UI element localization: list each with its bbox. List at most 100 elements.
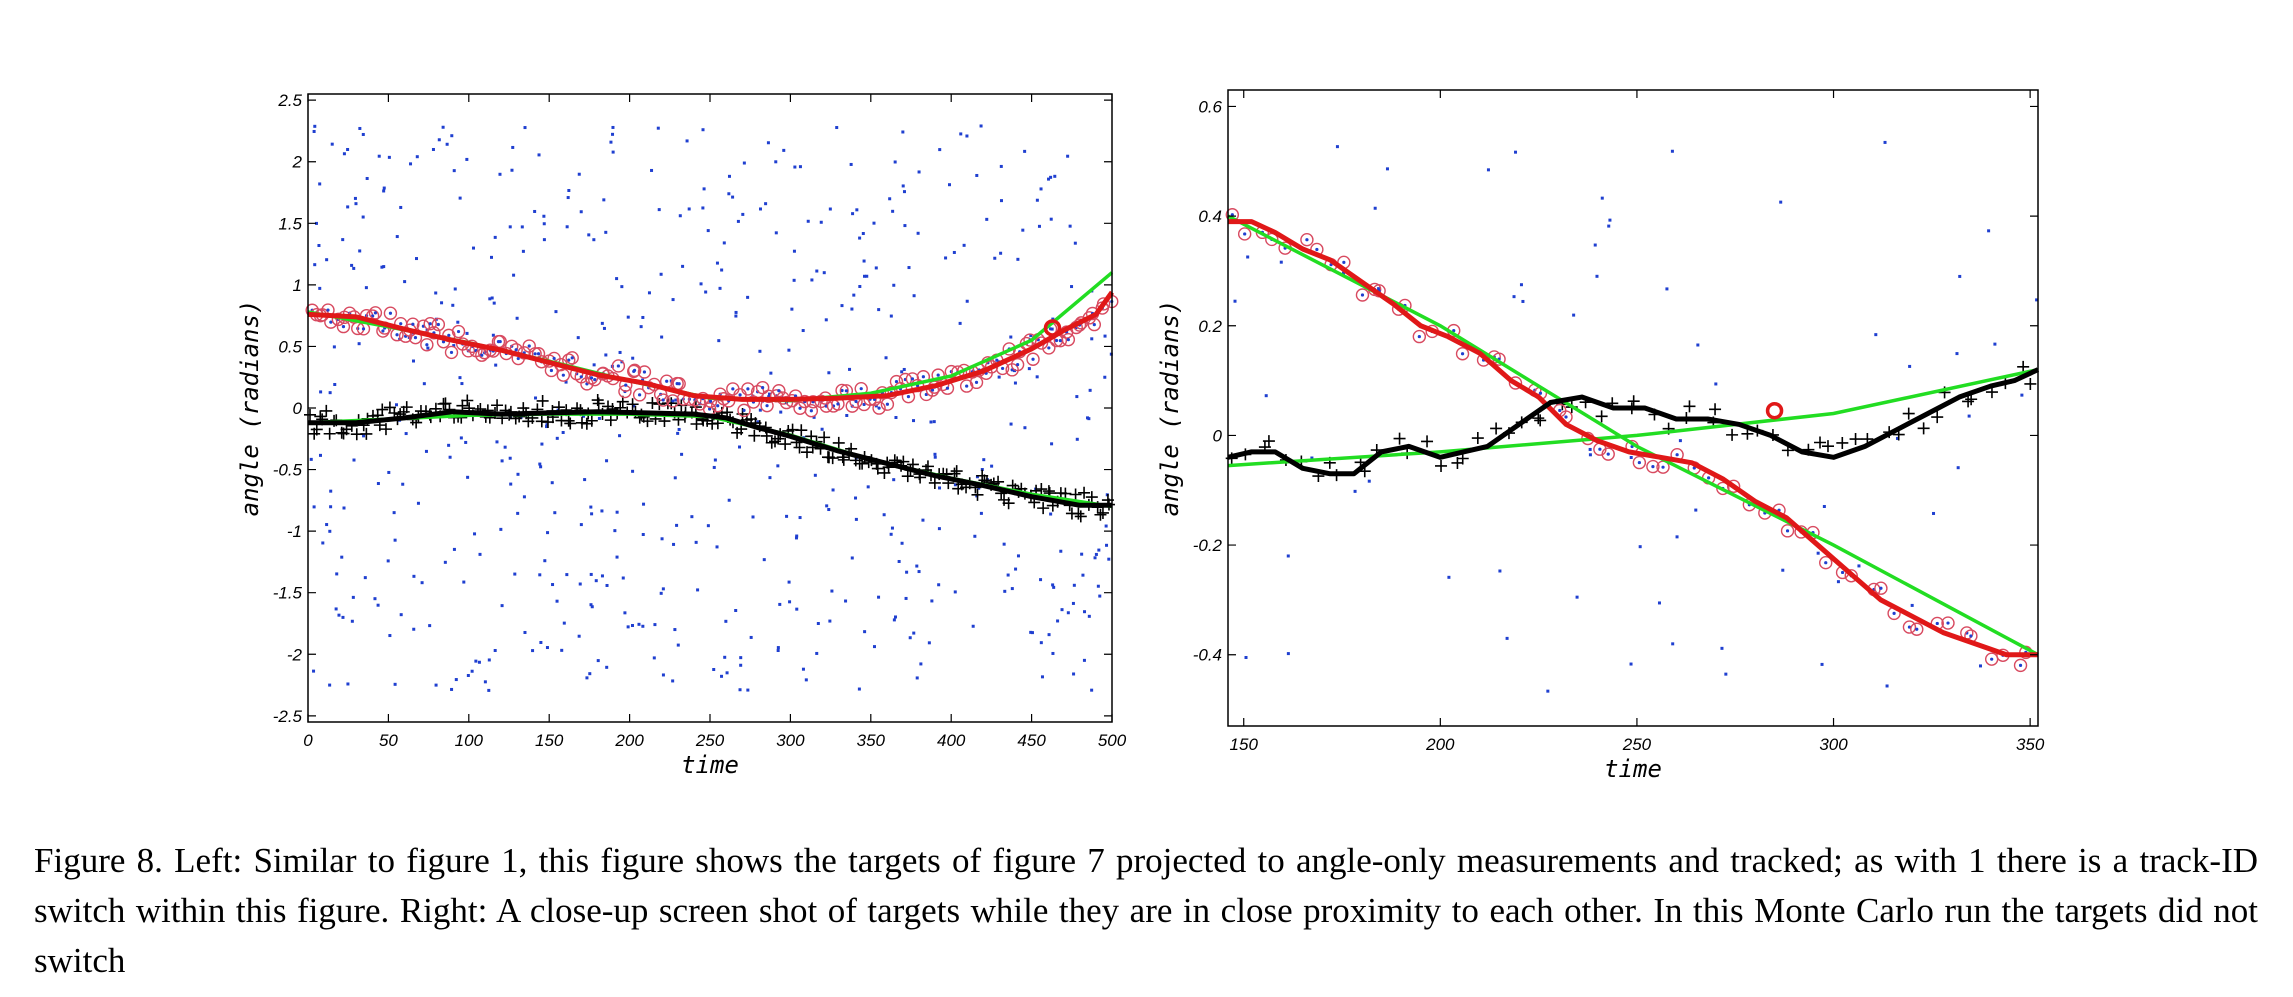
clutter-point xyxy=(1096,584,1100,588)
clutter-point xyxy=(863,274,867,278)
target2-measurement xyxy=(439,397,452,410)
clutter-point xyxy=(901,130,905,134)
clutter-point xyxy=(1955,352,1959,356)
clutter-point xyxy=(863,630,867,634)
clutter-point xyxy=(902,190,906,194)
target1-measurement-dot xyxy=(449,350,454,355)
clutter-point xyxy=(542,222,546,226)
y-tick-label: 0.5 xyxy=(278,337,302,356)
clutter-point xyxy=(393,682,397,686)
clutter-point xyxy=(466,475,470,479)
target2-measurement xyxy=(1072,507,1085,520)
target1-measurement-ring xyxy=(632,388,647,402)
clutter-point xyxy=(1082,658,1086,662)
clutter-point xyxy=(852,293,856,297)
clutter-point xyxy=(778,602,782,606)
clutter-point xyxy=(1779,200,1783,204)
clutter-point xyxy=(738,688,742,692)
target1-measurement-dot xyxy=(1360,293,1365,297)
clutter-point xyxy=(758,207,762,211)
clutter-point xyxy=(334,607,338,611)
clutter-point xyxy=(594,579,598,583)
clutter-point xyxy=(812,415,816,419)
clutter-point xyxy=(493,648,497,652)
clutter-point xyxy=(785,514,789,518)
clutter-point xyxy=(1006,573,1010,577)
clutter-point xyxy=(749,635,753,639)
clutter-point xyxy=(1857,564,1861,568)
clutter-point xyxy=(312,129,316,133)
clutter-point xyxy=(1505,636,1509,640)
clutter-point xyxy=(554,310,558,314)
clutter-point xyxy=(546,531,550,535)
clutter-point xyxy=(351,595,355,599)
clutter-point xyxy=(774,231,778,235)
clutter-point xyxy=(912,419,916,423)
target1-measurement-ring xyxy=(1237,227,1252,241)
target1-measurement-ring xyxy=(383,306,398,320)
clutter-point xyxy=(915,564,919,568)
target1-measurement-ring xyxy=(1087,317,1102,332)
y-tick-label: 0.4 xyxy=(1198,207,1222,226)
clutter-point xyxy=(409,162,413,166)
target1-measurement-dot xyxy=(1315,247,1319,252)
clutter-point xyxy=(1107,557,1111,561)
truth-track-2 xyxy=(1227,367,2039,468)
target1-measurement-dot xyxy=(570,356,574,360)
clutter-point xyxy=(1029,334,1033,338)
target1-measurement-ring xyxy=(737,403,751,418)
target1-measurement-ring xyxy=(1646,459,1660,474)
clutter-point xyxy=(680,452,684,456)
clutter-point xyxy=(953,483,957,487)
clutter-point xyxy=(1671,642,1675,646)
target2-measurement xyxy=(1085,491,1098,504)
clutter-point xyxy=(999,164,1003,168)
target1-measurement-dot xyxy=(746,387,750,391)
clutter-point xyxy=(903,224,907,228)
clutter-point xyxy=(1377,287,1381,291)
target1-measurement-dot xyxy=(1661,465,1665,469)
target1-measurement xyxy=(1355,288,1370,302)
clutter-point xyxy=(717,339,721,343)
target2-measurement xyxy=(379,423,392,436)
clutter-point xyxy=(1023,426,1027,430)
target1-measurement xyxy=(666,394,680,408)
clutter-point xyxy=(971,624,975,628)
target1-measurement-dot xyxy=(1538,391,1543,395)
clutter-point xyxy=(1264,394,1268,398)
clutter-point xyxy=(464,440,468,444)
clutter-point xyxy=(980,468,984,472)
clutter-point xyxy=(630,624,634,628)
clutter-point xyxy=(329,505,333,509)
clutter-point xyxy=(412,574,416,578)
clutter-point xyxy=(1037,224,1041,228)
target1-measurement-dot xyxy=(1935,621,1939,626)
target1-measurement-dot xyxy=(661,398,665,402)
clutter-point xyxy=(478,552,482,556)
target2-measurement xyxy=(604,414,617,427)
clutter-point xyxy=(1016,257,1020,261)
clutter-point xyxy=(1097,548,1101,552)
clutter-point xyxy=(1895,436,1899,440)
clutter-point xyxy=(1910,603,1914,607)
clutter-point xyxy=(801,329,805,333)
target1-measurement-ring xyxy=(565,351,579,365)
clutter-point xyxy=(491,333,495,337)
clutter-point xyxy=(376,482,380,486)
target1-measurement xyxy=(737,403,751,418)
clutter-point xyxy=(944,256,948,260)
clutter-point xyxy=(706,524,710,528)
clutter-point xyxy=(767,392,771,396)
clutter-point xyxy=(1039,641,1043,645)
y-tick-label: -0.2 xyxy=(1193,536,1223,555)
clutter-point xyxy=(1512,295,1516,299)
target2-measurement xyxy=(928,476,941,489)
target2-measurement xyxy=(1902,407,1915,420)
clutter-point xyxy=(933,455,937,459)
target1-measurement-dot xyxy=(1048,327,1053,331)
clutter-point xyxy=(613,529,617,533)
y-tick-label: -1 xyxy=(287,522,302,541)
clutter-point xyxy=(453,287,457,291)
clutter-point xyxy=(1047,633,1051,637)
target2-measurement xyxy=(1595,410,1608,423)
